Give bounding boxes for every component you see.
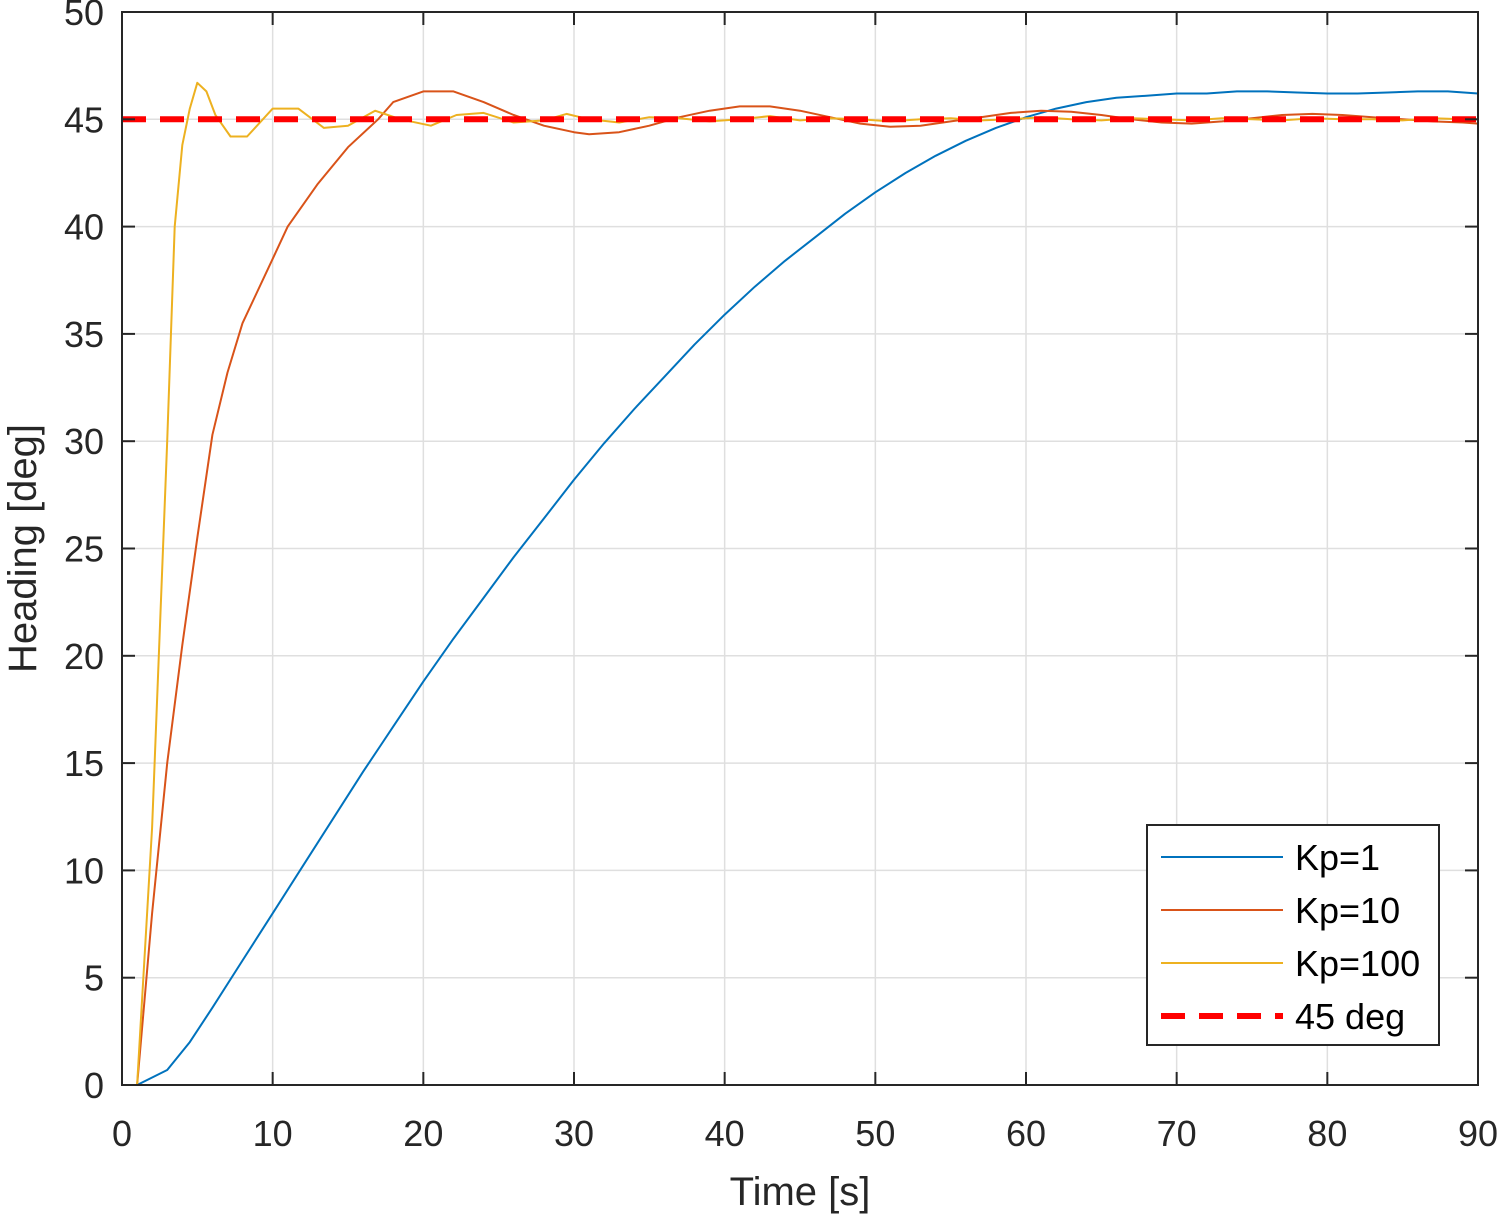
- plot-series: [122, 81, 1479, 1086]
- x-tick-label: 30: [554, 1113, 594, 1154]
- y-tick-label: 30: [64, 421, 104, 462]
- y-tick-label: 35: [64, 314, 104, 355]
- x-axis-title: Time [s]: [730, 1170, 871, 1214]
- series-line-3: [122, 81, 1478, 1086]
- y-tick-label: 25: [64, 529, 104, 570]
- y-axis-title: Heading [deg]: [1, 424, 45, 673]
- x-tick-label: 40: [705, 1113, 745, 1154]
- y-tick-label: 10: [64, 850, 104, 891]
- ticks: [121, 11, 1479, 1086]
- x-tick-label: 20: [403, 1113, 443, 1154]
- tick-labels: 0 10 20 30 40 50 60 70 80 90 0 5 10 15 20 25 30 35 40 45 50: [64, 0, 1498, 1154]
- legend-label: 45 deg: [1295, 996, 1405, 1037]
- y-tick-label: 45: [64, 99, 104, 140]
- x-tick-label: 80: [1307, 1113, 1347, 1154]
- y-tick-label: 20: [64, 636, 104, 677]
- y-tick-label: 5: [84, 958, 104, 999]
- x-tick-label: 50: [855, 1113, 895, 1154]
- x-tick-label: 60: [1006, 1113, 1046, 1154]
- x-tick-label: 90: [1458, 1113, 1498, 1154]
- legend-label: Kp=10: [1295, 890, 1400, 931]
- legend: Kp=1 Kp=10 Kp=100 45 deg: [1146, 824, 1440, 1046]
- legend-box: [1146, 824, 1440, 1046]
- y-tick-label: 15: [64, 743, 104, 784]
- legend-label: Kp=1: [1295, 837, 1380, 878]
- y-tick-label: 40: [64, 207, 104, 248]
- x-tick-label: 10: [253, 1113, 293, 1154]
- x-tick-label: 0: [112, 1113, 132, 1154]
- series-line-1: [122, 90, 1479, 1086]
- legend-label: Kp=100: [1295, 943, 1420, 984]
- y-tick-label: 50: [64, 0, 104, 33]
- y-tick-label: 0: [84, 1065, 104, 1106]
- x-tick-label: 70: [1157, 1113, 1197, 1154]
